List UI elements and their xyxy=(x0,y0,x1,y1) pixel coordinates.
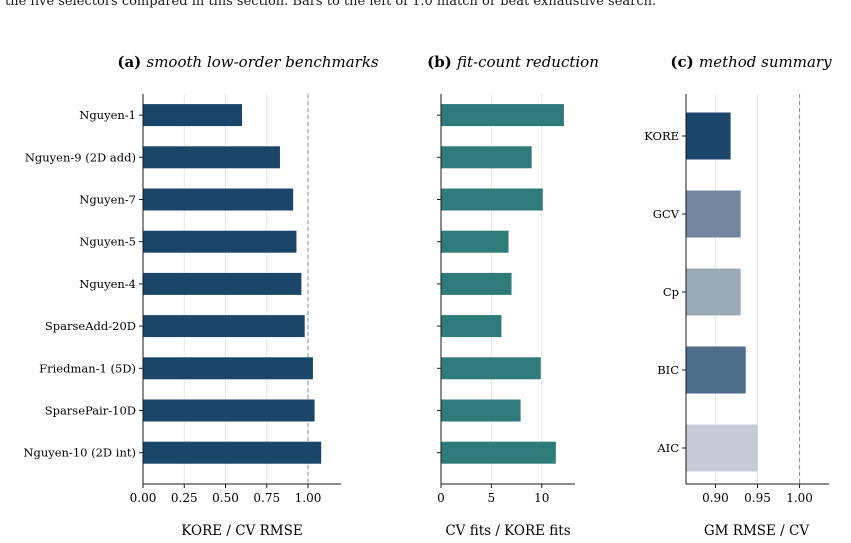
category-label: AIC xyxy=(656,441,679,455)
x-tick-label: 0.90 xyxy=(702,491,729,505)
x-tick-label: 0.75 xyxy=(253,491,280,505)
bar-kore xyxy=(686,112,731,160)
category-label: Nguyen-9 (2D add) xyxy=(25,150,136,164)
bar-sparseadd-20d xyxy=(441,315,502,338)
panel-title-text: method summary xyxy=(699,53,832,71)
category-label: KORE xyxy=(644,129,679,143)
panel-title: (b) fit-count reduction xyxy=(427,53,599,71)
panel-1: (a) smooth low-order benchmarks Nguyen-1 N… xyxy=(23,53,379,539)
panel-label: (a) xyxy=(117,53,146,71)
bar-nguyen-4 xyxy=(143,272,302,295)
x-tick-label: 10 xyxy=(534,491,549,505)
x-tick-label: 0.95 xyxy=(744,491,771,505)
bar-nguyen-9-2d-add- xyxy=(441,146,532,169)
panel-title-text: fit-count reduction xyxy=(456,53,599,71)
panel-label: (c) xyxy=(670,53,699,71)
panel-3: (c) method summary KORE GCV Cp BIC AIC 0.90 0.9… xyxy=(644,53,832,539)
panel-title: (a) smooth low-order benchmarks xyxy=(117,53,379,71)
category-label: GCV xyxy=(653,207,680,221)
bar-nguyen-5 xyxy=(143,230,297,253)
x-tick-label: 5 xyxy=(488,491,496,505)
x-tick-label: 1.00 xyxy=(295,491,322,505)
bar-nguyen-5 xyxy=(441,230,509,253)
bar-nguyen-1 xyxy=(143,104,242,127)
panel-label: (b) xyxy=(427,53,457,71)
bar-nguyen-7 xyxy=(441,188,543,211)
x-tick-label: 0.00 xyxy=(130,491,157,505)
category-label: BIC xyxy=(657,363,679,377)
bar-gcv xyxy=(686,190,741,238)
panel-title-text: smooth low-order benchmarks xyxy=(147,53,379,71)
x-axis-label: KORE / CV RMSE xyxy=(181,523,302,539)
bar-bic xyxy=(686,346,746,394)
bar-nguyen-10-2d-int- xyxy=(143,441,322,464)
category-label: Nguyen-10 (2D int) xyxy=(23,446,136,460)
bar-aic xyxy=(686,424,758,472)
bar-nguyen-10-2d-int- xyxy=(441,441,556,464)
bar-sparseadd-20d xyxy=(143,315,305,338)
category-label: SparseAdd-20D xyxy=(45,319,136,333)
panel-title: (c) method summary xyxy=(670,53,832,71)
x-tick-label: 0.25 xyxy=(171,491,198,505)
panel-2: (b) fit-count reduction 0 5 10 CV fits / KOR… xyxy=(427,53,599,539)
bar-friedman-1-5d- xyxy=(441,357,541,380)
figure-caption: the five selectors compared in this sect… xyxy=(5,0,657,9)
bar-cp xyxy=(686,268,741,316)
bar-nguyen-1 xyxy=(441,104,564,127)
bar-nguyen-9-2d-add- xyxy=(143,146,280,169)
category-label: Nguyen-4 xyxy=(79,277,136,291)
x-tick-label: 0.50 xyxy=(212,491,239,505)
x-axis-label: GM RMSE / CV xyxy=(704,523,809,539)
category-label: Cp xyxy=(663,285,679,299)
x-axis-label: CV fits / KORE fits xyxy=(445,523,570,539)
category-label: Nguyen-5 xyxy=(79,235,136,249)
x-tick-label: 1.00 xyxy=(786,491,813,505)
bar-nguyen-7 xyxy=(143,188,294,211)
bar-nguyen-4 xyxy=(441,272,512,295)
category-label: Nguyen-1 xyxy=(79,108,136,122)
category-label: Nguyen-7 xyxy=(79,193,136,207)
bar-sparsepair-10d xyxy=(441,399,521,422)
bar-friedman-1-5d- xyxy=(143,357,313,380)
category-label: SparsePair-10D xyxy=(45,404,136,418)
x-tick-label: 0 xyxy=(437,491,445,505)
category-label: Friedman-1 (5D) xyxy=(39,361,136,375)
bar-sparsepair-10d xyxy=(143,399,315,422)
